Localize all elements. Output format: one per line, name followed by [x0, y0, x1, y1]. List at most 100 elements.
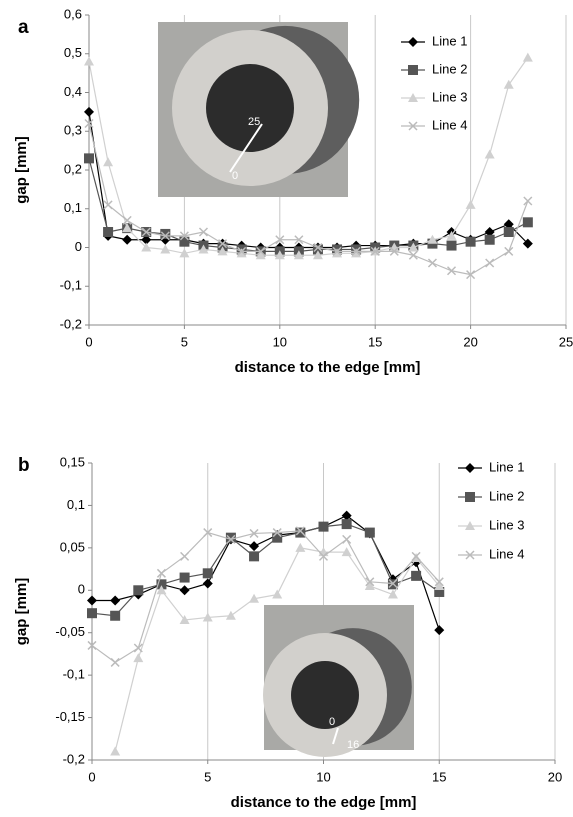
point: [522, 52, 533, 62]
x-tick-label: 10: [273, 334, 287, 349]
y-tick-label: 0,4: [64, 84, 82, 99]
point: [503, 219, 514, 230]
y-axis-title: gap [mm]: [13, 578, 30, 646]
point: [370, 246, 380, 256]
point: [156, 568, 166, 578]
point: [411, 570, 422, 581]
point: [342, 534, 352, 544]
y-tick-label: 0,2: [64, 161, 82, 176]
point: [341, 510, 352, 521]
inset-label: 16: [347, 739, 359, 751]
point: [351, 248, 362, 258]
point: [141, 242, 152, 252]
point: [156, 585, 167, 595]
legend-label: Line 2: [489, 488, 524, 503]
point: [179, 572, 190, 583]
point: [295, 542, 306, 552]
point: [87, 608, 97, 619]
point: [295, 526, 305, 536]
point: [110, 595, 121, 606]
point: [226, 534, 236, 544]
legend-label: Line 3: [489, 517, 524, 532]
y-tick-label: 0: [78, 582, 85, 597]
y-tick-label: 0,05: [60, 539, 85, 554]
point: [272, 532, 283, 543]
point: [523, 196, 533, 206]
point: [133, 653, 144, 663]
point: [434, 581, 445, 591]
point: [103, 157, 114, 167]
point: [179, 614, 190, 624]
point: [110, 610, 121, 621]
point: [103, 200, 113, 210]
point: [202, 578, 213, 589]
point: [225, 610, 236, 620]
y-axis-title: gap [mm]: [13, 136, 30, 204]
line: [88, 123, 529, 276]
point: [522, 238, 533, 249]
legend-marker: [465, 550, 475, 560]
point: [198, 227, 209, 237]
x-tick-label: 10: [316, 769, 330, 784]
point: [313, 242, 323, 253]
point: [522, 217, 533, 228]
point: [141, 227, 151, 237]
point: [237, 246, 247, 256]
legend-label: Line 4: [489, 546, 524, 561]
point: [446, 230, 457, 240]
point: [133, 643, 143, 653]
legend-label: Line 2: [432, 61, 467, 76]
point: [84, 118, 94, 129]
point: [84, 153, 94, 164]
point: [203, 528, 213, 538]
point: [465, 236, 476, 247]
y-tick-label: 0,15: [60, 454, 85, 469]
point: [484, 234, 495, 245]
point: [434, 586, 445, 597]
point: [236, 248, 247, 258]
point: [87, 640, 97, 650]
point: [122, 234, 133, 245]
point: [133, 585, 144, 596]
inset-label: 25: [248, 116, 260, 128]
point: [110, 746, 121, 756]
point: [466, 270, 476, 280]
point: [122, 215, 132, 225]
point: [364, 527, 375, 538]
legend-label: Line 3: [432, 89, 467, 104]
x-axis-title: distance to the edge [mm]: [235, 359, 421, 376]
point: [202, 612, 213, 622]
point: [365, 577, 375, 587]
point: [141, 234, 152, 245]
point: [198, 244, 209, 254]
point: [408, 250, 418, 260]
point: [156, 579, 167, 590]
point: [180, 551, 190, 561]
point: [408, 242, 419, 252]
point: [179, 585, 190, 596]
y-tick-label: -0,2: [60, 316, 82, 331]
point: [504, 246, 514, 256]
point: [312, 244, 323, 255]
point: [446, 240, 457, 251]
point: [485, 258, 495, 268]
point: [484, 149, 495, 159]
point: [249, 528, 259, 538]
point: [249, 551, 260, 562]
x-axis-title: distance to the edge [mm]: [231, 794, 417, 811]
y-tick-label: -0,1: [60, 278, 82, 293]
point: [332, 246, 342, 256]
point: [179, 248, 190, 258]
point: [411, 551, 421, 561]
point: [434, 577, 444, 587]
point: [160, 228, 171, 239]
line: [88, 57, 529, 256]
point: [318, 521, 329, 532]
panel-label: a: [18, 17, 29, 38]
point: [293, 250, 304, 260]
point: [312, 250, 323, 260]
point: [179, 236, 190, 247]
point: [160, 244, 171, 254]
line: [92, 514, 440, 631]
